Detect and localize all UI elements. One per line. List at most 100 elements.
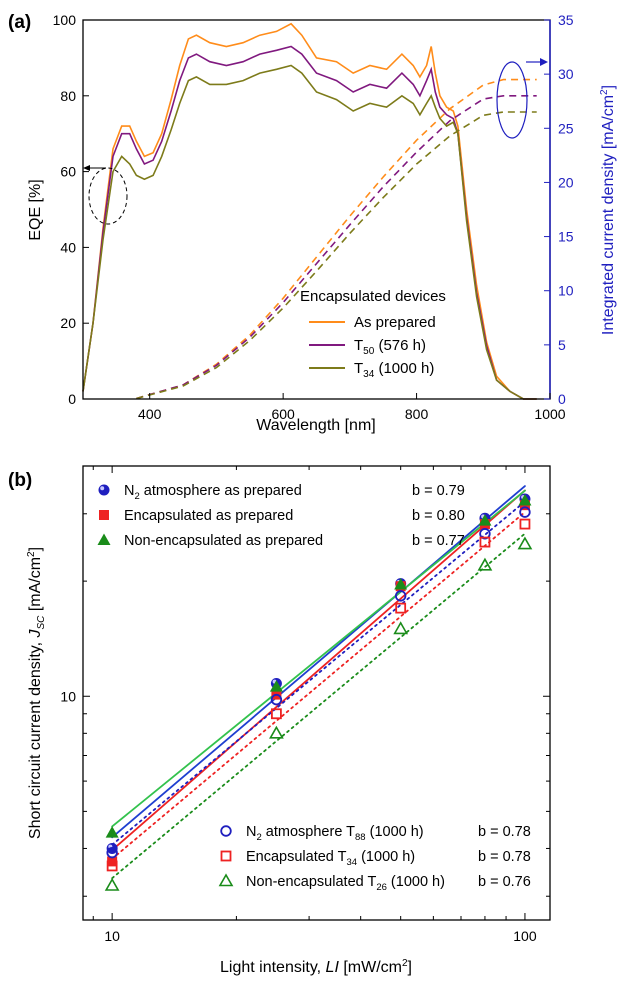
legend-label-1: Encapsulated as prepared [124, 508, 293, 524]
y-label-italic: J [27, 629, 44, 639]
panel-b-x-axis-label: Light intensity, LI [mW/cm2] [220, 958, 412, 976]
a-x-tick-label-1: 600 [271, 406, 295, 422]
eqe-line-series-2 [82, 64, 537, 400]
panel-label-a: (a) [8, 12, 31, 33]
data-point-series-4-2 [395, 602, 407, 614]
data-point-series-5-1 [269, 725, 284, 739]
data-point-series-4-3 [479, 536, 491, 548]
data-point-series-2-0 [105, 826, 119, 838]
a-y2-tick-label-0: 0 [558, 391, 566, 407]
legend-marker-1 [99, 510, 109, 520]
fit-line-series-0 [111, 485, 526, 839]
panel-a-x-axis-label: Wavelength [nm] [256, 417, 375, 434]
a-y2-tick-label-7: 35 [558, 12, 574, 28]
y-label-main: Short circuit current density, [27, 638, 44, 840]
b-x-tick-label-0: 10 [104, 928, 120, 944]
panel-b-plot-area [104, 485, 533, 891]
slope-label-0: b = 0.79 [412, 483, 465, 499]
fit-line-series-3 [111, 500, 526, 846]
panel-b-jsc-chart: (b) 10 100 10 Light intensity, LI [mW/cm2]… [8, 465, 551, 976]
legend-marker-3 [220, 825, 232, 837]
fit-line-series-5 [111, 532, 526, 880]
data-point-series-5-2 [393, 621, 409, 635]
slope-label-1: b = 0.80 [412, 508, 465, 524]
legend-label-0: N2 atmosphere as prepared [124, 483, 302, 502]
eqe-curves-marker-ellipse [88, 167, 128, 225]
fit-line-series-2 [111, 489, 526, 828]
panel-b-frame [82, 465, 551, 921]
data-point-series-3-3 [479, 528, 491, 540]
a-x-tick-label-2: 800 [405, 406, 429, 422]
jsc-dashed-line-series-2 [136, 111, 537, 400]
legend-label-3: N2 atmosphere T88 (1000 h) [246, 824, 424, 843]
legend-marker-4 [220, 850, 232, 862]
data-point-series-5-3 [477, 557, 493, 571]
legend-title: Encapsulated devices [300, 288, 446, 305]
y-label-sub: SC [36, 615, 47, 630]
jsc-curves-marker-ellipse [496, 61, 528, 139]
panel-a-y2-ticks: 0 5 10 15 20 25 30 35 [544, 12, 574, 407]
panel-a-plot-area [82, 22, 537, 400]
data-point-series-5-4 [517, 536, 533, 550]
legend-label-2: Non-encapsulated as prepared [124, 533, 323, 549]
a-y-tick-label-3: 60 [60, 164, 76, 180]
b-x-tick-label-1: 100 [513, 928, 537, 944]
panel-label-b: (b) [8, 470, 32, 491]
legend-marker-0 [98, 484, 110, 496]
x-label-main: Light intensity, [220, 959, 326, 976]
legend-marker-5 [218, 873, 234, 887]
data-point-series-2-1 [269, 680, 283, 692]
legend-label-0: As prepared [354, 314, 436, 331]
a-y2-tick-label-4: 20 [558, 174, 574, 190]
data-point-series-2-2 [394, 577, 408, 590]
a-x-tick-label-0: 400 [138, 406, 162, 422]
fit-line-series-1 [111, 489, 526, 851]
panel-a-x-ticks: 400 600 800 1000 [138, 393, 566, 422]
slope-label-5: b = 0.76 [478, 874, 531, 890]
a-y2-tick-label-2: 10 [558, 283, 574, 299]
data-point-series-5-0 [104, 877, 120, 891]
data-point-series-4-0 [106, 860, 118, 872]
slope-label-2: b = 0.77 [412, 533, 465, 549]
a-y2-tick-label-5: 25 [558, 120, 574, 136]
data-point-series-3-0 [106, 846, 118, 859]
eqe-line-series-0 [82, 22, 537, 400]
a-x-tick-label-3: 1000 [534, 406, 565, 422]
panel-b-legends: N2 atmosphere as prepared b = 0.79 Encapsu… [97, 483, 531, 893]
panel-a-legend: Encapsulated devices As prepared T50 (576… [300, 288, 446, 380]
panel-a-frame [82, 19, 551, 400]
panel-a-eqe-chart: (a) 400 600 800 1000 0 20 40 60 80 100 0 5 10 15 20 2… [8, 12, 617, 434]
data-point-series-3-2 [394, 590, 407, 602]
a-y2-tick-label-1: 5 [558, 337, 566, 353]
a-y-tick-label-4: 80 [60, 88, 76, 104]
fit-line-series-4 [111, 511, 526, 860]
a-y2-tick-label-6: 30 [558, 66, 574, 82]
legend-label-2: T34 (1000 h) [354, 360, 434, 380]
slope-label-4: b = 0.78 [478, 849, 531, 865]
data-point-series-3-4 [519, 506, 531, 518]
a-y-tick-label-1: 20 [60, 315, 76, 331]
panel-b-ticks: 10 100 10 [60, 465, 550, 944]
panel-a-y-ticks: 0 20 40 60 80 100 [53, 12, 89, 407]
legend-label-4: Encapsulated T34 (1000 h) [246, 849, 415, 868]
jsc-axis-arrow-icon [540, 58, 548, 66]
data-point-series-3-1 [270, 693, 283, 706]
data-point-series-4-1 [271, 708, 282, 720]
a-y-tick-label-0: 0 [68, 391, 76, 407]
x-label-italic: LI [326, 959, 340, 976]
a-y2-tick-label-3: 15 [558, 229, 574, 245]
eqe-axis-arrow-icon [83, 165, 90, 171]
slope-label-3: b = 0.78 [478, 824, 531, 840]
a-y-tick-label-5: 100 [53, 12, 77, 28]
legend-label-1: T50 (576 h) [354, 337, 426, 357]
data-point-series-4-4 [519, 518, 531, 530]
panel-a-y-axis-label: EQE [%] [27, 179, 44, 240]
jsc-dashed-line-series-1 [136, 95, 537, 400]
panel-b-y-axis-label: Short circuit current density, JSC [mA/c… [26, 547, 47, 839]
b-y-tick-label-0: 10 [60, 688, 76, 704]
data-point-series-2-4 [518, 493, 532, 506]
a-y-tick-label-2: 40 [60, 239, 76, 255]
jsc-dashed-line-series-0 [136, 78, 537, 400]
panel-a-y2-axis-label: Integrated current density [mA/cm2] [599, 85, 617, 335]
